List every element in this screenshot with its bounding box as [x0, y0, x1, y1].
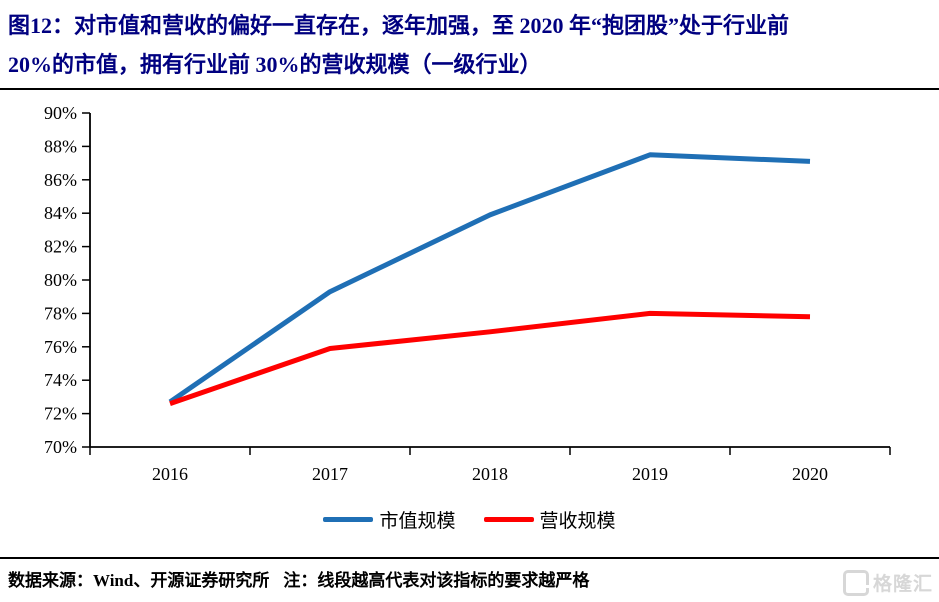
footer-divider: [0, 557, 939, 559]
figure-title: 图12：对市值和营收的偏好一直存在，逐年加强，至 2020 年“抱团股”处于行业…: [8, 6, 927, 84]
y-tick-label: 74%: [44, 370, 77, 390]
chart-legend: 市值规模 营收规模: [0, 505, 939, 533]
y-tick-label: 90%: [44, 103, 77, 123]
x-tick-label: 2018: [472, 464, 508, 484]
legend-label: 市值规模: [379, 510, 456, 532]
source-note: 数据来源：Wind、开源证券研究所 注：线段越高代表对该指标的要求越严格: [8, 566, 589, 591]
y-tick-label: 72%: [44, 404, 77, 424]
x-tick-label: 2016: [152, 464, 188, 484]
gelonghui-logo-icon: [842, 569, 869, 596]
legend-item-market-cap: 市值规模: [323, 506, 456, 533]
y-tick-label: 70%: [44, 437, 77, 457]
title-divider: [0, 88, 939, 90]
line-chart-svg: 70% 72% 74% 76% 78% 80% 82% 84% 86% 88% 90% 2016 201…: [44, 103, 891, 484]
gelonghui-watermark: 格隆汇: [842, 569, 933, 596]
figure-title-line2: 20%的市值，拥有行业前 30%的营收规模（一级行业）: [8, 52, 542, 77]
legend-item-revenue: 营收规模: [483, 506, 616, 533]
source-label: 数据来源：: [8, 571, 93, 590]
y-tick-label: 80%: [44, 270, 77, 290]
y-tick-label: 76%: [44, 337, 77, 357]
series-line-营收规模: [169, 310, 811, 406]
y-tick-label: 86%: [44, 170, 77, 190]
y-tick-label: 82%: [44, 237, 77, 257]
x-tick-label: 2020: [792, 464, 828, 484]
legend-line-swatch-blue: [323, 516, 374, 522]
y-tick-label: 88%: [44, 136, 77, 156]
source-text: Wind、开源证券研究所: [93, 571, 270, 590]
watermark-text: 格隆汇: [872, 574, 933, 595]
note-text: 注：线段越高代表对该指标的要求越严格: [283, 571, 590, 590]
series-line-市值规模: [168, 152, 811, 404]
y-tick-label: 84%: [44, 203, 77, 223]
x-tick-label: 2019: [632, 464, 668, 484]
legend-label: 营收规模: [539, 510, 616, 532]
legend-line-swatch-red: [483, 516, 534, 522]
y-tick-label: 78%: [44, 303, 77, 323]
figure-title-line1: 图12：对市值和营收的偏好一直存在，逐年加强，至 2020 年“抱团股”处于行业…: [8, 13, 790, 38]
x-tick-label: 2017: [312, 464, 348, 484]
